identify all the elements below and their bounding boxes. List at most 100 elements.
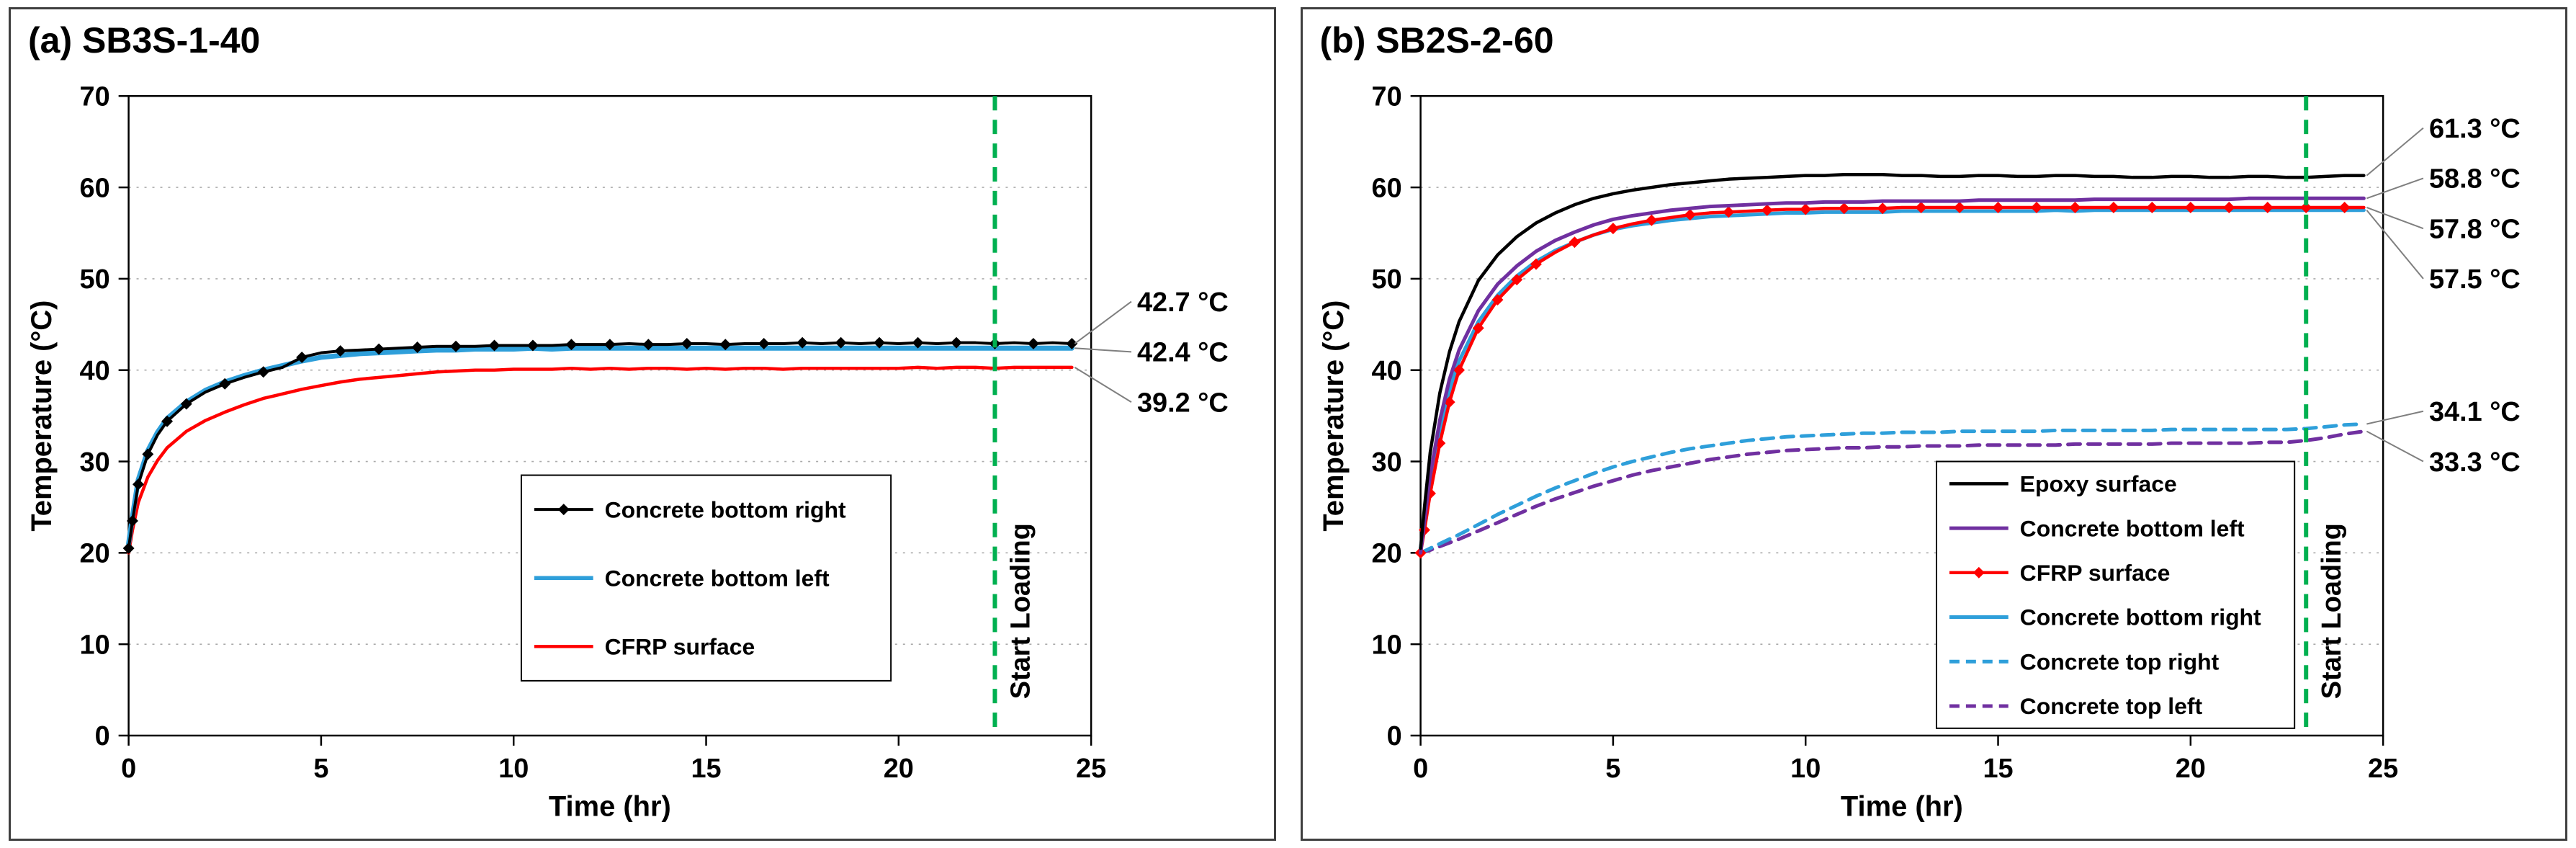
y-tick-label: 40 [80,356,110,386]
series-marker-cfrp-surface [1876,202,1888,215]
series-marker-cfrp-surface [2145,202,2158,213]
series-marker-cfrp-surface [2107,202,2119,213]
end-label-cfrp-surface: 57.8 °C [2428,214,2520,244]
x-axis-title: Time (hr) [549,791,671,823]
series-marker-concrete-bottom-right [1027,337,1039,349]
legend-label-concrete-bottom-left: Concrete bottom left [2019,515,2244,541]
series-marker-concrete-bottom-right [1066,337,1078,349]
chart-canvas-b: 0 5 10 15 20 25 0 10 20 30 40 50 60 70 Time (hr) Temper… [1317,82,2520,823]
chart-title-b: (b) SB2S-2-60 [1319,20,1554,61]
leader-line-concrete-bottom-left [1074,347,1132,353]
leader-line-cfrp-surface [1074,367,1132,403]
series-marker-cfrp-surface [2261,202,2274,213]
series-marker-cfrp-surface [2222,202,2235,213]
series-marker-concrete-bottom-right [257,366,269,378]
leader-line-concrete-bottom-left [2366,177,2423,200]
y-tick-label: 20 [1371,539,1401,569]
series-marker-cfrp-surface [1915,202,1927,213]
end-label-concrete-bottom-left: 58.8 °C [2428,164,2520,195]
plot-border [1419,95,2384,737]
series-marker-cfrp-surface [2068,202,2081,213]
x-tick-label: 10 [498,754,529,784]
y-tick-label: 50 [80,264,110,295]
y-tick-label: 40 [1371,356,1401,386]
series-marker-concrete-bottom-right [912,336,924,349]
y-tick-label: 10 [1371,630,1401,660]
series-marker-cfrp-surface [2030,202,2042,213]
series-marker-concrete-bottom-right [796,336,809,349]
series-marker-concrete-bottom-right [161,415,174,427]
y-tick-label: 30 [1371,447,1401,478]
series-line-cfrp-surface [1418,205,2366,555]
series-marker-cfrp-surface [1607,223,1619,235]
x-axis-title: Time (hr) [1840,791,1962,823]
series-line-concrete-bottom-right [1418,208,2366,550]
plot-border [127,95,1092,737]
series-marker-concrete-bottom-right [142,448,154,460]
series-marker-concrete-bottom-right [951,336,962,349]
x-tick-label: 15 [691,754,721,784]
series-line-cfrp-surface [127,365,1074,555]
y-tick-label: 0 [95,721,110,751]
series-marker-cfrp-surface [1453,364,1465,376]
series-marker-concrete-bottom-right [526,339,539,352]
y-tick-label: 70 [80,82,110,112]
chart-panel-a: (a) SB3S-1-40 0 5 10 15 20 25 0 10 20 30 40 50 60 70 T… [9,7,1276,841]
y-tick-label: 20 [80,539,110,569]
series-marker-concrete-bottom-right [450,340,462,352]
x-tick-label: 15 [1983,754,2013,784]
series-marker-concrete-bottom-right [126,514,138,527]
x-tick-label: 20 [2175,754,2205,784]
legend-label-epoxy-surface: Epoxy surface [2019,471,2176,497]
y-tick-label: 10 [80,630,110,660]
x-tick-label: 25 [1076,754,1106,784]
series-marker-cfrp-surface [1799,203,1811,215]
start-loading-label: Start Loading [1005,523,1036,699]
y-axis-title: Temperature (°C) [1317,300,1349,532]
series-marker-concrete-bottom-right [758,337,770,349]
y-tick-label: 60 [1371,173,1401,203]
leader-line-concrete-top-right [2366,410,2423,425]
series-marker-cfrp-surface [1645,214,1657,226]
legend-label-concrete-bottom-left: Concrete bottom left [605,565,830,591]
leader-line-concrete-top-left [2366,430,2423,463]
leader-line-concrete-bottom-right [2366,210,2424,280]
y-tick-label: 50 [1371,264,1401,295]
series-marker-concrete-bottom-right [874,336,886,349]
end-label-concrete-bottom-right: 57.5 °C [2428,264,2520,295]
chart-title-a: (a) SB3S-1-40 [28,20,261,61]
y-axis-title: Temperature (°C) [26,300,58,532]
y-tick-label: 70 [1371,82,1401,112]
y-tick-label: 30 [80,447,110,478]
series-line-epoxy-surface [1418,173,2366,550]
end-label-concrete-top-left: 33.3 °C [2428,447,2520,478]
end-label-epoxy-surface: 61.3 °C [2428,114,2520,144]
legend-box [1935,460,2295,729]
y-tick-label: 60 [80,173,110,203]
series-marker-concrete-bottom-right [296,351,308,363]
end-label-concrete-bottom-left: 42.4 °C [1137,338,1229,368]
x-tick-label: 0 [121,754,136,784]
series-line-concrete-top-right [1418,421,2366,555]
series-marker-concrete-bottom-right [411,342,423,353]
legend-label-cfrp-surface: CFRP surface [2019,560,2170,586]
start-loading-label: Start Loading [2317,523,2347,699]
x-tick-label: 20 [884,754,914,784]
legend-label-concrete-bottom-right: Concrete bottom right [605,496,846,522]
leader-line-cfrp-surface [2366,207,2423,230]
series-marker-concrete-bottom-right [219,378,231,390]
series-marker-cfrp-surface [1761,204,1773,216]
leader-line-epoxy-surface [2366,127,2424,177]
series-line-concrete-bottom-left [1418,196,2366,555]
end-label-concrete-bottom-right: 42.7 °C [1137,287,1229,318]
series-marker-cfrp-surface [1992,202,2003,213]
end-label-concrete-top-right: 34.1 °C [2428,397,2520,427]
series-marker-cfrp-surface [2338,202,2351,213]
y-tick-label: 0 [1386,721,1401,751]
end-label-cfrp-surface: 39.2 °C [1137,388,1229,418]
series-marker-cfrp-surface [2184,202,2196,213]
x-tick-label: 5 [1605,754,1620,784]
series-line-concrete-top-left [1418,429,2366,555]
series-marker-cfrp-surface [1424,487,1436,499]
